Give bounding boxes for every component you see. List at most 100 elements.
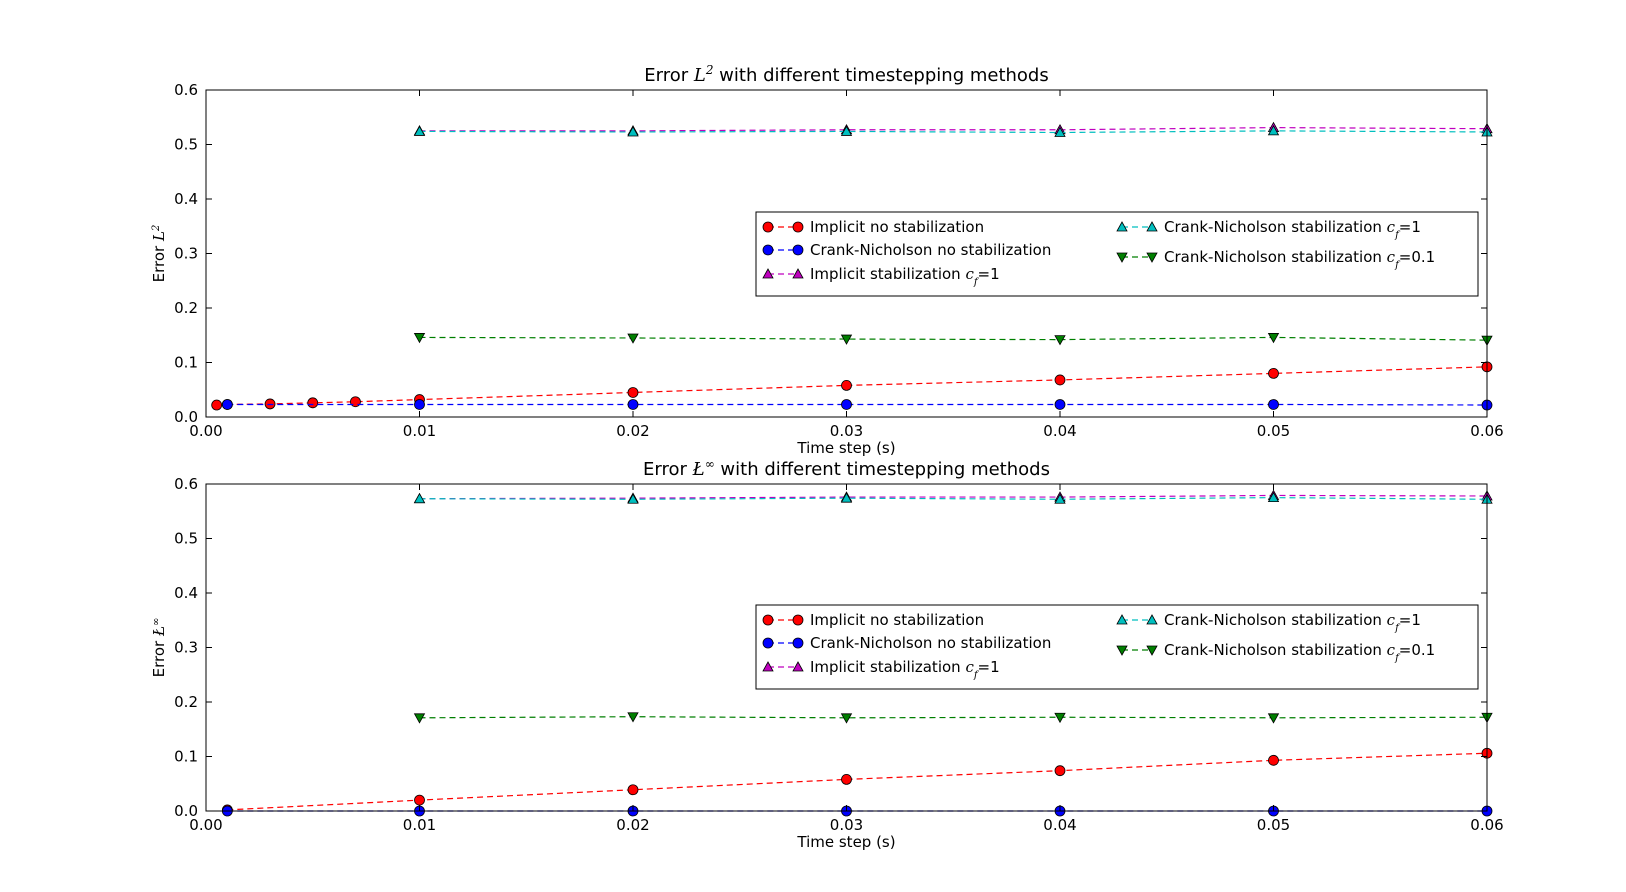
legend-marker	[1116, 645, 1128, 656]
data-point	[1267, 333, 1280, 344]
legend-marker	[1146, 614, 1158, 625]
series-1	[221, 747, 1493, 816]
x-axis-label: Time step (s)	[796, 833, 895, 851]
data-point	[627, 784, 639, 796]
y-axis-label: Error Ł∞	[150, 618, 168, 678]
series-line	[419, 716, 1488, 719]
y-tick-label: 0.5	[174, 136, 198, 154]
data-point	[840, 125, 853, 136]
x-tick-label: 0.00	[189, 816, 222, 834]
data-point	[211, 399, 223, 411]
x-tick-label: 0.06	[1470, 816, 1503, 834]
data-point	[840, 492, 853, 503]
legend-marker	[792, 637, 804, 649]
series-4	[413, 125, 1493, 137]
data-point	[1054, 126, 1066, 137]
data-point	[1054, 712, 1066, 724]
series-5	[413, 333, 1493, 346]
legend-marker	[1116, 221, 1128, 232]
legend-item: Implicit stabilization cf=1	[762, 265, 1000, 288]
x-tick-label: 0.02	[616, 816, 649, 834]
data-point	[413, 713, 426, 724]
legend-marker	[792, 268, 804, 279]
data-point	[1268, 754, 1279, 766]
legend-label: Crank-Nicholson stabilization cf=0.1	[1164, 248, 1435, 271]
legend-marker	[762, 221, 774, 233]
legend-label: Implicit no stabilization	[810, 218, 984, 236]
data-point	[1054, 335, 1066, 346]
legend-marker	[792, 614, 804, 626]
y-tick-label: 0.1	[174, 748, 198, 766]
legend-marker	[792, 244, 804, 256]
legend-label: Crank-Nicholson stabilization cf=1	[1164, 611, 1421, 634]
chart-2: 0.00 0.01 0.02 0.03 0.04 0.05 0.06 0.0 0.1 0.2 0.3…	[150, 457, 1504, 851]
y-tick-label: 0.3	[174, 245, 198, 263]
legend-item: Crank-Nicholson stabilization cf=0.1	[1116, 248, 1435, 271]
series-line	[419, 336, 1488, 341]
data-point	[413, 492, 426, 504]
data-point	[627, 333, 639, 344]
series-2	[221, 399, 1493, 411]
y-tick-label: 0.3	[174, 639, 198, 657]
legend-marker	[792, 661, 804, 672]
legend-item: Crank-Nicholson no stabilization	[762, 634, 1051, 652]
legend-item: Crank-Nicholson stabilization cf=1	[1116, 611, 1421, 634]
x-tick-label: 0.00	[189, 422, 222, 440]
x-tick-label: 0.01	[403, 816, 436, 834]
y-tick-label: 0.1	[174, 354, 198, 372]
series-line	[419, 130, 1488, 134]
legend-item: Implicit no stabilization	[762, 611, 984, 629]
data-point	[1268, 367, 1279, 379]
x-tick-label: 0.05	[1257, 816, 1290, 834]
y-tick-label: 0.4	[174, 190, 198, 208]
legend-label: Implicit stabilization cf=1	[810, 265, 1000, 288]
x-tick-label: 0.04	[1043, 816, 1076, 834]
data-point	[627, 126, 639, 137]
data-point	[413, 125, 426, 136]
data-point	[627, 493, 639, 504]
chart-title: Error Ł∞ with different timestepping met…	[643, 457, 1050, 480]
legend-label: Implicit stabilization cf=1	[810, 658, 1000, 681]
x-tick-label: 0.04	[1043, 422, 1076, 440]
data-point	[627, 387, 639, 398]
series-line	[419, 494, 1488, 500]
y-tick-label: 0.2	[174, 299, 198, 317]
data-point	[627, 399, 639, 410]
data-point	[1267, 491, 1280, 503]
series-1	[211, 361, 1493, 411]
y-tick-label: 0.0	[174, 802, 198, 820]
data-point	[627, 712, 639, 723]
data-point	[307, 397, 319, 409]
data-point	[1267, 125, 1280, 136]
data-point	[841, 379, 852, 391]
legend-marker	[762, 268, 774, 279]
data-point	[413, 333, 426, 344]
x-tick-label: 0.01	[403, 422, 436, 440]
legend-box	[755, 211, 1479, 297]
y-axis-label: Error L2	[150, 225, 168, 283]
legend: Implicit no stabilization Crank-Nicholson…	[755, 211, 1479, 297]
data-point	[1267, 713, 1280, 724]
x-tick-label: 0.03	[830, 422, 863, 440]
legend-marker	[762, 244, 774, 256]
data-point	[1054, 493, 1066, 504]
y-tick-label: 0.2	[174, 693, 198, 711]
legend-item: Crank-Nicholson stabilization cf=0.1	[1116, 641, 1435, 664]
y-tick-label: 0.5	[174, 530, 198, 548]
x-tick-label: 0.06	[1470, 422, 1503, 440]
legend-marker	[1146, 221, 1158, 232]
legend-marker	[1116, 252, 1128, 263]
data-point	[1054, 399, 1066, 410]
data-point	[1054, 374, 1066, 386]
x-tick-label: 0.05	[1257, 422, 1290, 440]
legend-box	[755, 604, 1479, 690]
legend-label: Crank-Nicholson no stabilization	[810, 634, 1051, 652]
data-point	[840, 713, 853, 724]
legend-marker	[1116, 614, 1128, 625]
series-line	[419, 497, 1488, 500]
series-3	[413, 489, 1493, 504]
legend-label: Crank-Nicholson stabilization cf=0.1	[1164, 641, 1435, 664]
chart-title: Error L2 with different timestepping met…	[644, 63, 1048, 86]
legend-marker	[792, 221, 804, 233]
